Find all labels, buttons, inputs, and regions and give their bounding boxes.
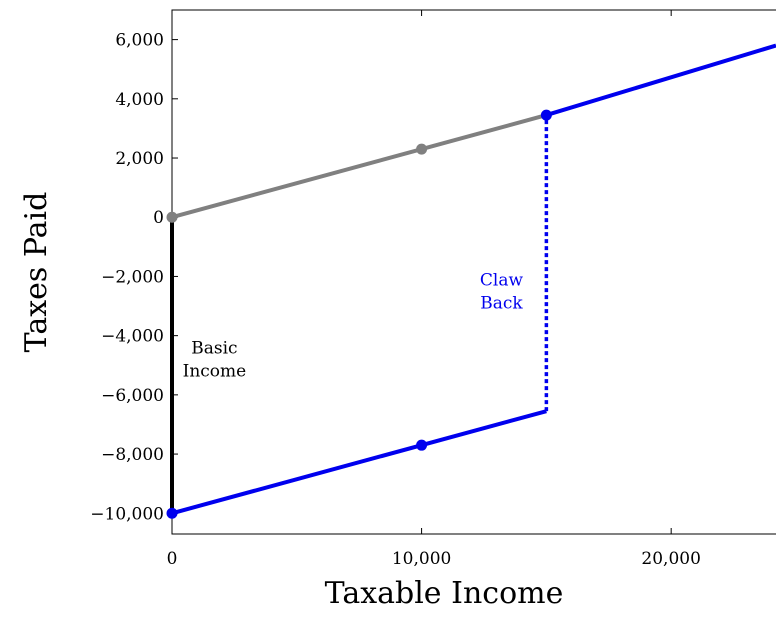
annotation-line: Claw	[480, 270, 524, 290]
x-tick-label: 0	[167, 549, 178, 569]
y-tick-label: 6,000	[115, 31, 164, 51]
data-point-marker	[166, 211, 178, 223]
annotation: Claw Back	[480, 270, 524, 313]
plot-border	[171, 9, 776, 535]
x-axis-ticks: 0 10,000 20,000	[167, 10, 701, 569]
y-tick-label: −2,000	[101, 267, 164, 287]
y-axis-title: Taxes Paid	[19, 192, 54, 353]
series-line-4	[545, 43, 776, 118]
x-tick-label: 10,000	[392, 549, 451, 569]
y-tick-label: 4,000	[115, 90, 164, 110]
y-axis-ticks: −10,000 −8,000 −6,000 −4,000 −2,000 0 2,000 4,0…	[90, 31, 178, 524]
data-point-marker	[166, 507, 178, 519]
y-tick-label: −8,000	[101, 445, 164, 465]
x-tick-label: 20,000	[641, 549, 700, 569]
annotation-line: Income	[183, 361, 247, 381]
data-point-marker	[540, 109, 552, 121]
data-point-marker	[416, 439, 428, 451]
x-axis-title: Taxable Income	[325, 576, 564, 611]
annotation: Basic Income	[183, 338, 247, 381]
series-line-2	[171, 409, 547, 516]
y-tick-label: −6,000	[101, 386, 164, 406]
series-layer	[170, 43, 776, 516]
annotation-layer: Basic Income Claw Back	[183, 270, 524, 381]
series-line-0	[171, 113, 547, 220]
data-point-marker	[416, 143, 428, 155]
marker-layer	[166, 109, 552, 519]
plot-frame	[171, 9, 776, 535]
y-tick-label: −4,000	[101, 327, 164, 347]
annotation-line: Back	[480, 293, 523, 313]
y-tick-label: 0	[153, 208, 164, 228]
y-tick-label: −10,000	[90, 504, 164, 524]
y-tick-label: 2,000	[115, 149, 164, 169]
annotation-line: Basic	[191, 338, 237, 358]
